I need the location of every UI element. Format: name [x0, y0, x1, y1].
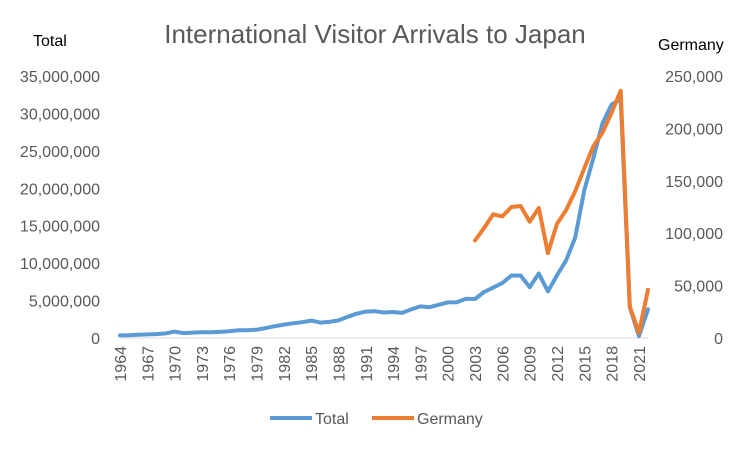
- x-tick-label: 2015: [577, 346, 594, 382]
- right-tick-label: 50,000: [674, 279, 723, 296]
- x-tick-label: 1964: [113, 346, 130, 382]
- legend-label-germany: Germany: [417, 411, 483, 428]
- x-tick-label: 1970: [168, 346, 185, 382]
- left-tick-label: 5,000,000: [29, 294, 100, 311]
- x-tick-label: 2012: [550, 346, 567, 382]
- x-tick-label: 1967: [140, 346, 157, 382]
- series-lines: [118, 88, 650, 339]
- x-tick-label: 1973: [195, 346, 212, 382]
- legend-label-total: Total: [315, 411, 349, 428]
- legend: Total Germany: [270, 411, 483, 428]
- right-axis-label: Germany: [658, 37, 724, 54]
- x-tick-label: 1979: [250, 346, 267, 382]
- right-tick-label: 150,000: [665, 174, 723, 191]
- x-tick-label: 1994: [386, 346, 403, 382]
- x-tick-label: 1976: [222, 346, 239, 382]
- right-tick-label: 250,000: [665, 69, 723, 86]
- x-tick-label: 2018: [605, 346, 622, 382]
- x-axis-ticks: 1964 1967 1970 1973 1976 1979 1982 1985 1988 1991…: [113, 346, 649, 382]
- x-tick-label: 2000: [441, 346, 458, 382]
- left-tick-label: 25,000,000: [20, 144, 100, 161]
- series-line-total: [118, 97, 650, 339]
- x-tick-label: 1997: [413, 346, 430, 382]
- left-tick-label: 10,000,000: [20, 256, 100, 273]
- x-tick-label: 1982: [277, 346, 294, 382]
- x-tick-label: 2009: [523, 346, 540, 382]
- series-line-germany: [473, 88, 650, 335]
- left-tick-label: 0: [91, 331, 100, 348]
- right-tick-label: 200,000: [665, 121, 723, 138]
- left-axis-label: Total: [33, 33, 67, 50]
- x-tick-label: 2003: [468, 346, 485, 382]
- x-tick-label: 2021: [632, 346, 649, 382]
- x-tick-label: 2006: [495, 346, 512, 382]
- x-tick-label: 1988: [331, 346, 348, 382]
- left-tick-label: 35,000,000: [20, 69, 100, 86]
- left-tick-label: 20,000,000: [20, 181, 100, 198]
- left-axis-ticks: 0 5,000,000 10,000,000 15,000,000 20,000,000…: [20, 69, 100, 348]
- x-tick-label: 1991: [359, 346, 376, 382]
- chart-title: International Visitor Arrivals to Japan: [164, 19, 586, 49]
- right-tick-label: 100,000: [665, 226, 723, 243]
- left-tick-label: 30,000,000: [20, 106, 100, 123]
- left-tick-label: 15,000,000: [20, 219, 100, 236]
- x-tick-label: 1985: [304, 346, 321, 382]
- right-tick-label: 0: [714, 331, 723, 348]
- right-axis-ticks: 0 50,000 100,000 150,000 200,000 250,000: [665, 69, 723, 348]
